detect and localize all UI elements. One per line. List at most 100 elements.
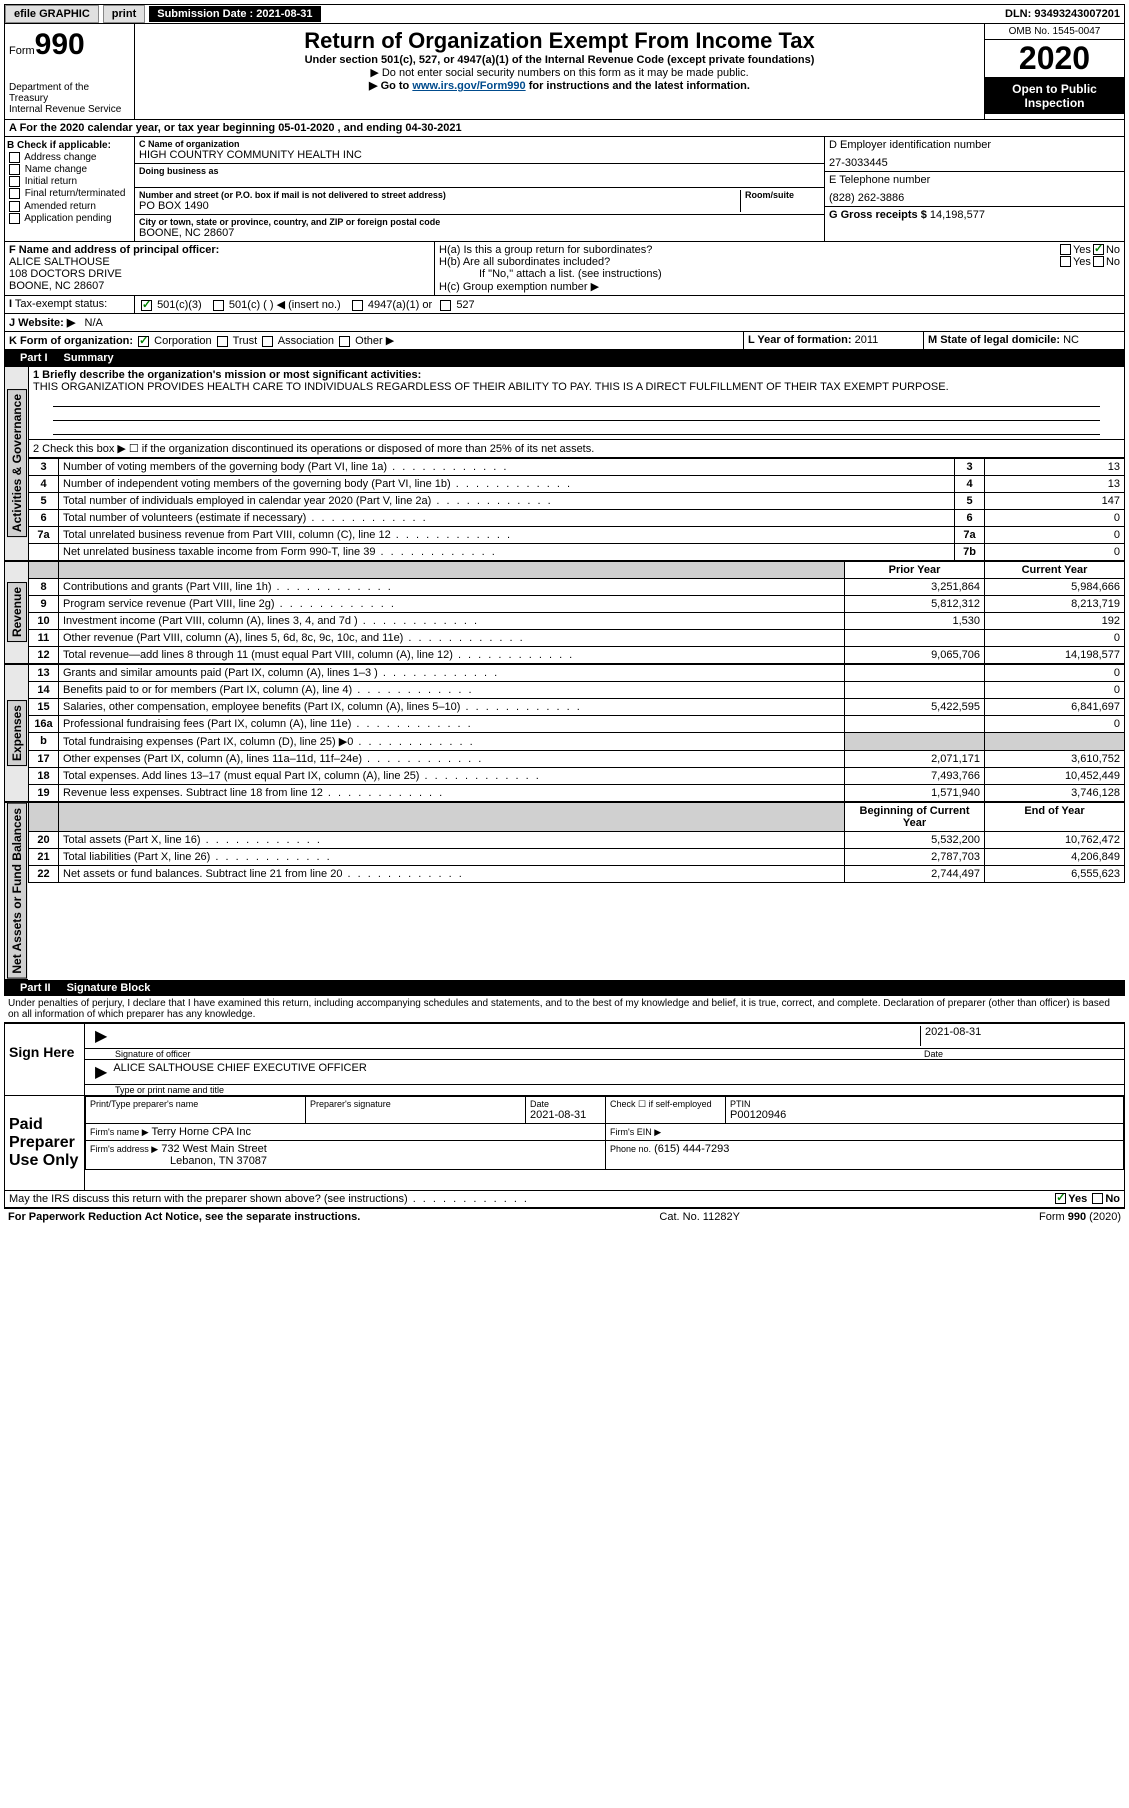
line-number: b [29, 733, 59, 751]
prior-value: 7,493,766 [845, 768, 985, 785]
submission-date: Submission Date : 2021-08-31 [149, 6, 320, 22]
efile-button[interactable]: efile GRAPHIC [5, 5, 99, 23]
firm-phone: (615) 444-7293 [654, 1143, 729, 1155]
footer-right: Form 990 (2020) [1039, 1211, 1121, 1223]
boxb-checkbox[interactable] [9, 213, 20, 224]
current-value: 0 [985, 665, 1125, 682]
line-desc: Revenue less expenses. Subtract line 18 … [59, 785, 845, 802]
line2: 2 Check this box ▶ ☐ if the organization… [28, 440, 1125, 458]
line-value: 13 [985, 459, 1125, 476]
ein-label: D Employer identification number [829, 139, 1120, 151]
line-desc: Total revenue—add lines 8 through 11 (mu… [59, 647, 845, 664]
firm-addr1: 732 West Main Street [161, 1143, 267, 1155]
org-name: HIGH COUNTRY COMMUNITY HEALTH INC [139, 149, 820, 161]
line-number: 22 [29, 866, 59, 883]
501c-checkbox[interactable] [213, 300, 224, 311]
form-header: Form990 Department of the Treasury Inter… [4, 24, 1125, 120]
info-grid: B Check if applicable: Address change Na… [4, 137, 1125, 242]
hb-no-checkbox[interactable] [1093, 256, 1104, 267]
vlabel-exp: Expenses [7, 700, 27, 766]
current-value: 6,841,697 [985, 699, 1125, 716]
self-employed-check[interactable]: Check ☐ if self-employed [610, 1099, 721, 1110]
line-number: 3 [29, 459, 59, 476]
subtitle-1: Under section 501(c), 527, or 4947(a)(1)… [139, 54, 980, 66]
line-value: 0 [985, 527, 1125, 544]
footer-left: For Paperwork Reduction Act Notice, see … [8, 1211, 360, 1223]
prior-value: 9,065,706 [845, 647, 985, 664]
mission-text: THIS ORGANIZATION PROVIDES HEALTH CARE T… [33, 381, 1120, 393]
boxb-checkbox[interactable] [9, 164, 20, 175]
corp-checkbox[interactable] [138, 336, 149, 347]
assoc-checkbox[interactable] [262, 336, 273, 347]
line-desc: Professional fundraising fees (Part IX, … [59, 716, 845, 733]
other-checkbox[interactable] [339, 336, 350, 347]
line-value: 13 [985, 476, 1125, 493]
current-value: 3,610,752 [985, 751, 1125, 768]
boxb-checkbox[interactable] [9, 201, 20, 212]
hb-yes-checkbox[interactable] [1060, 256, 1071, 267]
org-address: PO BOX 1490 [139, 200, 740, 212]
boxb-checkbox[interactable] [9, 176, 20, 187]
ein-value: 27-3033445 [829, 151, 1120, 169]
irs-link[interactable]: www.irs.gov/Form990 [412, 80, 525, 92]
top-bar: efile GRAPHIC print Submission Date : 20… [4, 4, 1125, 24]
declaration: Under penalties of perjury, I declare th… [4, 996, 1125, 1022]
current-value: 0 [985, 630, 1125, 647]
line-desc: Number of voting members of the governin… [59, 459, 955, 476]
prior-value: 1,571,940 [845, 785, 985, 802]
line-number: 12 [29, 647, 59, 664]
line-number: 17 [29, 751, 59, 768]
print-button[interactable]: print [103, 5, 145, 23]
line-number: 8 [29, 579, 59, 596]
boxb-checkbox[interactable] [9, 188, 20, 199]
501c3-checkbox[interactable] [141, 300, 152, 311]
line-desc: Total number of individuals employed in … [59, 493, 955, 510]
phone-label: E Telephone number [829, 174, 1120, 186]
vlabel-ag: Activities & Governance [7, 389, 27, 537]
prior-value [845, 716, 985, 733]
sig-arrow-icon: ▶ [89, 1026, 113, 1046]
current-value: 0 [985, 682, 1125, 699]
boxb-checkbox[interactable] [9, 152, 20, 163]
sign-here-block: Sign Here ▶ 2021-08-31 Signature of offi… [4, 1022, 1125, 1096]
current-value: 192 [985, 613, 1125, 630]
open-public: Open to Public Inspection [985, 78, 1124, 114]
line-a: A For the 2020 calendar year, or tax yea… [4, 120, 1125, 137]
prior-value [845, 665, 985, 682]
line-number: 6 [29, 510, 59, 527]
discuss-yes-checkbox[interactable] [1055, 1193, 1066, 1204]
firm-addr2: Lebanon, TN 37087 [90, 1155, 267, 1167]
prior-value: 2,071,171 [845, 751, 985, 768]
line-number: 10 [29, 613, 59, 630]
527-checkbox[interactable] [440, 300, 451, 311]
row-i-exempt: I Tax-exempt status: 501(c)(3) 501(c) ( … [4, 296, 1125, 314]
begin-value: 2,787,703 [845, 849, 985, 866]
gross-receipts-value: 14,198,577 [930, 209, 985, 221]
officer-addr2: BOONE, NC 28607 [9, 280, 430, 292]
form-label: Form [9, 45, 35, 57]
box-number: 3 [955, 459, 985, 476]
current-value: 0 [985, 716, 1125, 733]
ptin-value: P00120946 [730, 1109, 1119, 1121]
line-desc: Total expenses. Add lines 13–17 (must eq… [59, 768, 845, 785]
4947-checkbox[interactable] [352, 300, 363, 311]
current-value: 10,452,449 [985, 768, 1125, 785]
row-k-l-m: K Form of organization: Corporation Trus… [4, 332, 1125, 350]
discuss-no-checkbox[interactable] [1092, 1193, 1103, 1204]
ha-no-checkbox[interactable] [1093, 244, 1104, 255]
prep-date: 2021-08-31 [530, 1109, 601, 1121]
discuss-row: May the IRS discuss this return with the… [4, 1191, 1125, 1208]
line-number: 9 [29, 596, 59, 613]
end-value: 6,555,623 [985, 866, 1125, 883]
trust-checkbox[interactable] [217, 336, 228, 347]
prior-value: 5,422,595 [845, 699, 985, 716]
current-value: 5,984,666 [985, 579, 1125, 596]
line-number: 16a [29, 716, 59, 733]
prior-value [845, 630, 985, 647]
line-number: 21 [29, 849, 59, 866]
line-desc: Program service revenue (Part VIII, line… [59, 596, 845, 613]
line-desc: Total fundraising expenses (Part IX, col… [59, 733, 845, 751]
officer-name: ALICE SALTHOUSE [9, 256, 430, 268]
ha-yes-checkbox[interactable] [1060, 244, 1071, 255]
line-desc: Total number of volunteers (estimate if … [59, 510, 955, 527]
